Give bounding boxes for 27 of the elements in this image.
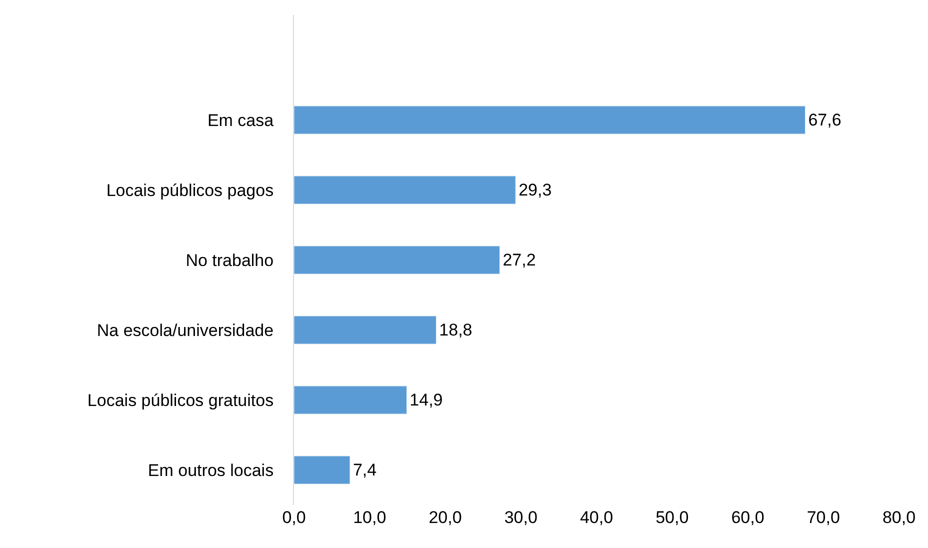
y-tick-label: Em outros locais (148, 460, 274, 480)
x-tick-label: 0,0 (282, 508, 306, 527)
x-tick-label: 60,0 (731, 508, 764, 527)
x-tick-label: 30,0 (504, 508, 538, 527)
y-tick-label: No trabalho (186, 250, 274, 270)
data-label: 67,6 (808, 110, 842, 130)
y-tick-label: Em casa (207, 110, 274, 130)
x-tick-label: 50,0 (656, 508, 689, 527)
data-label: 29,3 (518, 180, 552, 200)
bar (294, 106, 806, 134)
bar (294, 176, 516, 204)
bar (294, 456, 350, 484)
data-label: 27,2 (502, 250, 536, 270)
x-tick-label: 20,0 (428, 508, 462, 527)
bar (294, 316, 436, 344)
x-tick-label: 40,0 (580, 508, 614, 527)
data-label: 14,9 (410, 390, 443, 410)
data-label: 18,8 (439, 320, 472, 340)
bar (294, 246, 500, 274)
x-tick-label: 10,0 (353, 508, 386, 527)
y-tick-label: Locais públicos pagos (106, 180, 274, 200)
data-label: 7,4 (352, 460, 377, 480)
y-tick-label: Locais públicos gratuitos (87, 390, 274, 410)
bar (294, 386, 407, 414)
y-tick-label: Na escola/universidade (96, 320, 274, 340)
x-tick-label: 70,0 (806, 508, 840, 527)
x-tick-label: 80,0 (882, 508, 916, 527)
